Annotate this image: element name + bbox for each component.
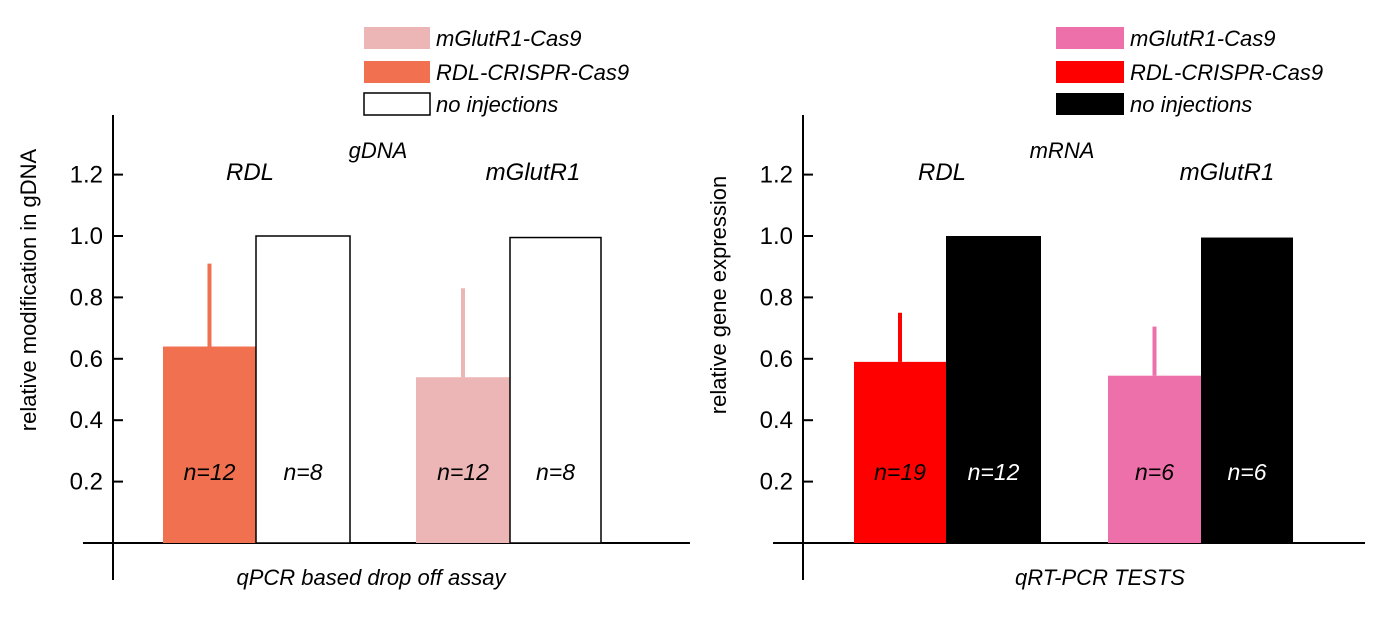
group-label-mglutr1: mGlutR1 bbox=[486, 159, 581, 186]
bar-rdl-rdl-crispr-cas9 bbox=[163, 346, 256, 543]
sample-size-label: n=19 bbox=[874, 459, 926, 485]
legend-label: mGlutR1-Cas9 bbox=[436, 26, 581, 51]
x-axis-label: qRT-PCR TESTS bbox=[1015, 565, 1185, 590]
y-tick-label: 1.2 bbox=[760, 162, 793, 189]
sample-size-label: n=12 bbox=[968, 459, 1020, 485]
legend-swatch bbox=[364, 27, 430, 49]
bar-rdl-no-injections bbox=[255, 235, 351, 544]
sample-size-label: n=12 bbox=[184, 459, 236, 485]
bar-mglutr1-no-injections bbox=[1201, 237, 1293, 543]
sample-size-label: n=12 bbox=[437, 459, 489, 485]
legend-label: mGlutR1-Cas9 bbox=[1130, 26, 1275, 51]
bar-rdl-no-injections bbox=[946, 236, 1041, 543]
bar-rdl-rdl-crispr-cas9 bbox=[854, 361, 946, 543]
y-tick-label: 0.4 bbox=[70, 407, 103, 434]
sample-size-label: n=6 bbox=[1135, 459, 1174, 485]
sample-size-label: n=8 bbox=[283, 459, 322, 485]
y-tick-label: 1.2 bbox=[70, 162, 103, 189]
legend-label: no injections bbox=[1130, 92, 1252, 117]
mrna-panel: 0.2 0.4 0.6 0.8 1.0 1.2 relative gene expressi… bbox=[706, 26, 1365, 590]
sample-size-label: n=8 bbox=[536, 459, 575, 485]
chart-title: mRNA bbox=[1030, 138, 1095, 163]
group-label-rdl: RDL bbox=[918, 159, 966, 186]
y-tick-label: 0.2 bbox=[70, 469, 103, 496]
group-label-rdl: RDL bbox=[226, 159, 274, 186]
gdna-panel: 0.2 0.4 0.6 0.8 1.0 1.2 relative modification … bbox=[16, 26, 690, 590]
legend-swatch bbox=[364, 61, 430, 83]
y-axis-label: relative modification in gDNA bbox=[16, 148, 41, 431]
bar-mglutr1-mglutr1-cas9 bbox=[416, 377, 510, 543]
y-tick-label: 0.4 bbox=[760, 407, 793, 434]
legend-label: no injections bbox=[436, 92, 558, 117]
legend-label: RDL-CRISPR-Cas9 bbox=[436, 60, 629, 85]
bar-mglutr1-no-injections bbox=[509, 236, 602, 544]
sample-size-label: n=6 bbox=[1227, 459, 1266, 485]
x-axis-label: qPCR based drop off assay bbox=[236, 565, 507, 590]
y-tick-label: 1.0 bbox=[760, 223, 793, 250]
y-tick-label: 0.6 bbox=[70, 346, 103, 373]
y-axis-label: relative gene expression bbox=[706, 176, 731, 414]
y-tick-label: 0.2 bbox=[760, 469, 793, 496]
legend-label: RDL-CRISPR-Cas9 bbox=[1130, 60, 1323, 85]
group-label-mglutr1: mGlutR1 bbox=[1180, 159, 1275, 186]
chart-title: gDNA bbox=[349, 138, 408, 163]
y-tick-label: 0.6 bbox=[760, 346, 793, 373]
bar-mglutr1-mglutr1-cas9 bbox=[1108, 375, 1201, 543]
y-tick-label: 0.8 bbox=[70, 284, 103, 311]
y-tick-label: 1.0 bbox=[70, 223, 103, 250]
legend-swatch bbox=[1056, 27, 1124, 49]
y-tick-label: 0.8 bbox=[760, 284, 793, 311]
legend-swatch bbox=[363, 92, 431, 116]
legend-swatch bbox=[1056, 61, 1124, 83]
legend-swatch bbox=[1056, 93, 1124, 115]
